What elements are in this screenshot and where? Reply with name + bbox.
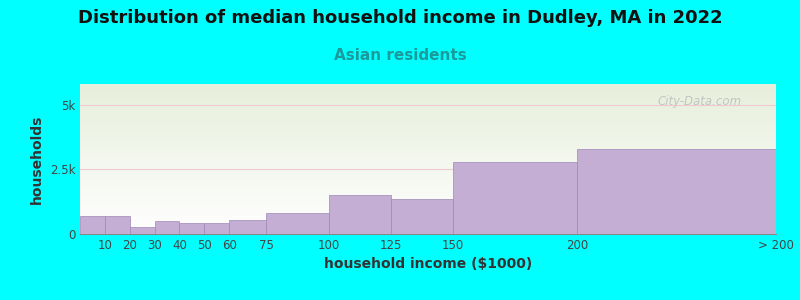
Bar [266, 213, 329, 234]
Text: City-Data.com: City-Data.com [657, 94, 741, 107]
Bar [390, 199, 453, 234]
Bar [179, 223, 204, 234]
Bar [105, 216, 130, 234]
Y-axis label: households: households [30, 114, 44, 204]
Text: Distribution of median household income in Dudley, MA in 2022: Distribution of median household income … [78, 9, 722, 27]
Bar [577, 149, 776, 234]
Bar [204, 223, 229, 234]
Bar [80, 216, 105, 234]
Bar [453, 162, 577, 234]
X-axis label: household income ($1000): household income ($1000) [324, 257, 532, 272]
Text: Asian residents: Asian residents [334, 48, 466, 63]
Bar [130, 227, 154, 234]
Bar [154, 221, 179, 234]
Bar [229, 220, 266, 234]
Bar [329, 195, 390, 234]
